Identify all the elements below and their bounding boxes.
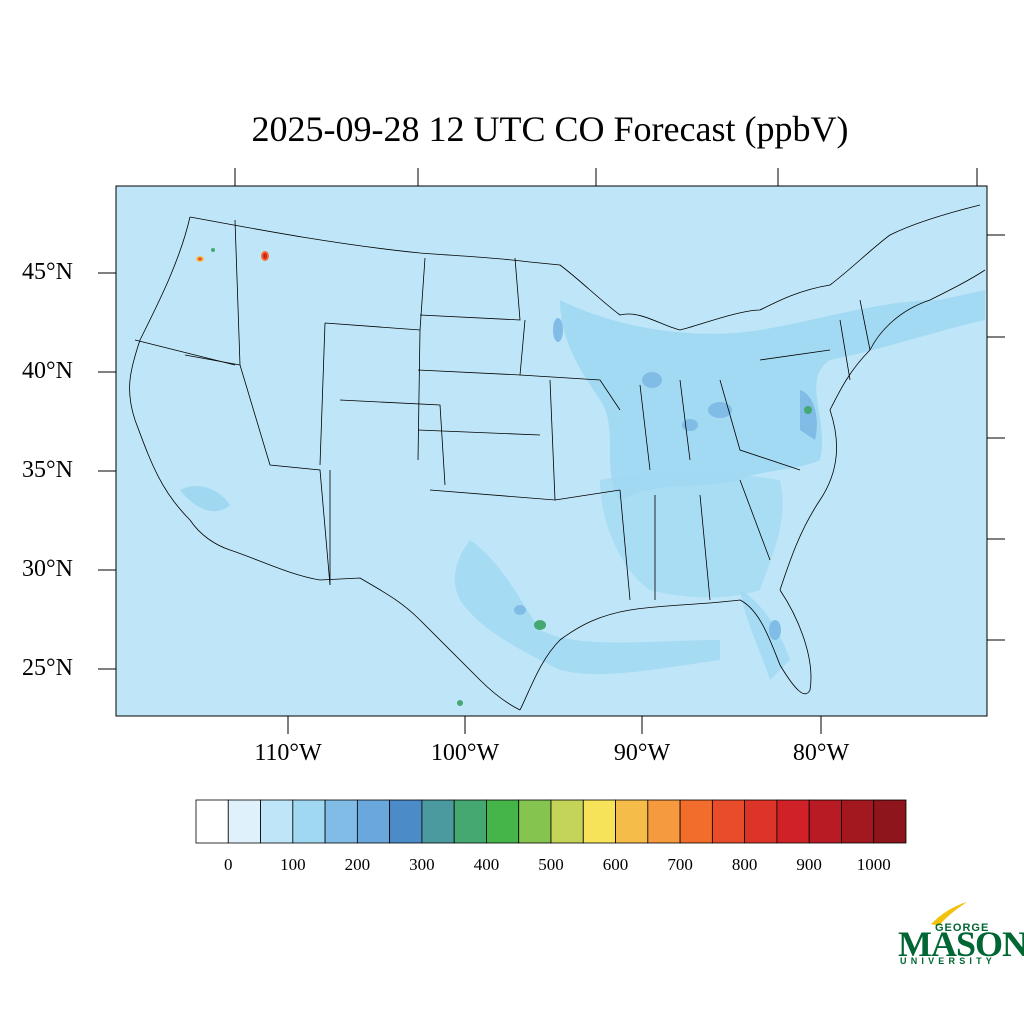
coastlines-and-borders bbox=[129, 204, 986, 711]
lon-label-100w: 100°W bbox=[430, 740, 500, 766]
colorbar-tick-label: 100 bbox=[280, 855, 306, 874]
colorbar-swatch bbox=[453, 799, 487, 844]
colorbar-tick-label: 400 bbox=[473, 855, 500, 874]
colorbar-swatch bbox=[389, 799, 423, 844]
colorbar-tick-label: 900 bbox=[796, 855, 822, 874]
colorbar-tick-label: 800 bbox=[731, 855, 758, 874]
colorbar-swatch bbox=[518, 799, 552, 844]
colorbar-swatch bbox=[744, 799, 778, 844]
lat-label-45: 45°N bbox=[22, 259, 73, 285]
colorbar-tick-label: 300 bbox=[409, 855, 435, 874]
lat-label-35: 35°N bbox=[22, 457, 73, 483]
lon-label-90w: 90°W bbox=[613, 740, 671, 766]
colorbar-tick-label: 1000 bbox=[856, 855, 891, 874]
logo-george: GEORGE bbox=[935, 922, 990, 934]
colorbar-swatch bbox=[679, 799, 713, 844]
map-title: 2025-09-28 12 UTC CO Forecast (ppbV) bbox=[0, 108, 1024, 150]
colorbar-swatch bbox=[356, 799, 391, 844]
colorbar-swatch bbox=[292, 799, 326, 844]
logo-university: UNIVERSITY bbox=[900, 956, 997, 966]
map-background bbox=[116, 186, 987, 716]
map-ticks bbox=[98, 168, 1005, 734]
colorbar-swatch bbox=[421, 799, 455, 844]
colorbar-swatch bbox=[841, 799, 875, 844]
colorbar-swatch bbox=[776, 799, 810, 844]
colorbar-tick-label: 200 bbox=[344, 855, 371, 874]
colorbar-tick-label: 700 bbox=[667, 855, 693, 874]
map-title-text: 2025-09-28 12 UTC CO Forecast (ppbV) bbox=[251, 109, 849, 149]
colorbar-swatch bbox=[195, 799, 229, 844]
co-plumes bbox=[180, 248, 985, 706]
logo-mason: MASON bbox=[898, 924, 1024, 964]
colorbar-swatch bbox=[324, 799, 358, 844]
lat-label-25: 25°N bbox=[22, 655, 73, 681]
colorbar-swatch bbox=[615, 799, 649, 844]
colorbar-swatch bbox=[582, 799, 616, 844]
colorbar-swatch bbox=[260, 799, 294, 844]
colorbar-swatch bbox=[647, 799, 681, 844]
logo-swoosh-icon bbox=[931, 902, 967, 926]
colorbar-swatch bbox=[486, 799, 520, 844]
colorbar-tick-label: 500 bbox=[538, 855, 564, 874]
colorbar-swatch bbox=[711, 799, 746, 844]
colorbar bbox=[195, 799, 907, 844]
map-frame bbox=[115, 185, 988, 717]
lon-label-110w: 110°W bbox=[254, 740, 322, 766]
lat-label-40: 40°N bbox=[22, 358, 73, 384]
colorbar-swatch bbox=[873, 799, 907, 844]
lat-label-30: 30°N bbox=[22, 556, 73, 582]
gmu-logo: GEORGE MASON UNIVERSITY bbox=[895, 900, 1024, 970]
lon-label-80w: 80°W bbox=[792, 740, 850, 766]
colorbar-swatch bbox=[808, 799, 842, 844]
colorbar-swatch bbox=[550, 799, 584, 844]
colorbar-swatch bbox=[227, 799, 261, 844]
colorbar-tick-label: 0 bbox=[224, 855, 233, 874]
colorbar-tick-label: 600 bbox=[602, 855, 629, 874]
